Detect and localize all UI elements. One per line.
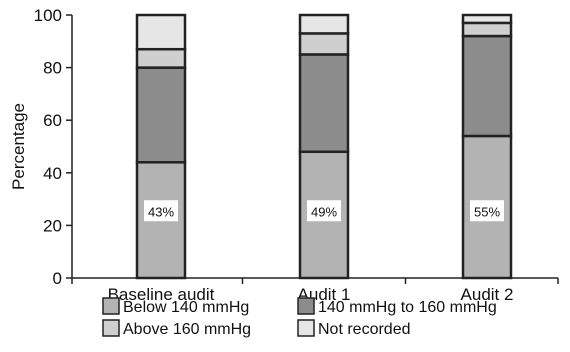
legend-label: Not recorded xyxy=(318,321,411,338)
bar-segment-audit-2-above-160-mmhg xyxy=(461,21,513,38)
y-tick-label: 0 xyxy=(53,269,62,288)
chart-axes: 0 20 40 60 80 100 Percentage xyxy=(9,6,559,288)
data-label-box xyxy=(470,200,504,222)
legend-swatch xyxy=(297,297,315,315)
bar-segment-audit-1-not-recorded xyxy=(298,13,350,35)
bar-segment-baseline-audit-not-recorded xyxy=(135,13,187,51)
data-label: 49% xyxy=(311,204,337,219)
bar-segment-audit-1-140-mmhg-to-160-mmhg xyxy=(298,53,350,154)
bar-segment-audit-2-not-recorded xyxy=(461,13,513,25)
x-category-label: Baseline audit xyxy=(108,285,215,304)
data-label-box xyxy=(144,200,178,222)
legend-label: Below 140 mmHg xyxy=(123,299,249,316)
data-label: 43% xyxy=(148,204,174,219)
y-tick-label: 40 xyxy=(43,164,62,183)
data-label-box xyxy=(307,200,341,222)
data-label: 55% xyxy=(474,204,500,219)
legend-swatch xyxy=(297,319,315,337)
bar-segment-audit-1-above-160-mmhg xyxy=(298,32,350,56)
bar-segment-audit-2-140-mmhg-to-160-mmhg xyxy=(461,34,513,138)
y-axis-title: Percentage xyxy=(9,103,28,190)
y-tick-label: 80 xyxy=(43,59,62,78)
legend-swatch xyxy=(102,319,120,337)
bar-segment-baseline-audit-140-mmhg-to-160-mmhg xyxy=(135,66,187,164)
chart-bars xyxy=(135,13,513,280)
chart-legend: Below 140 mmHg 140 mmHg to 160 mmHg Above … xyxy=(102,297,497,338)
legend-label: 140 mmHg to 160 mmHg xyxy=(318,299,497,316)
legend-label: Above 160 mmHg xyxy=(123,321,251,338)
bar-segment-baseline-audit-above-160-mmhg xyxy=(135,47,187,69)
y-tick-label: 60 xyxy=(43,111,62,130)
legend-swatch xyxy=(102,297,120,315)
y-tick-label: 100 xyxy=(34,6,62,25)
x-category-label: Audit 2 xyxy=(461,285,514,304)
y-tick-label: 20 xyxy=(43,216,62,235)
